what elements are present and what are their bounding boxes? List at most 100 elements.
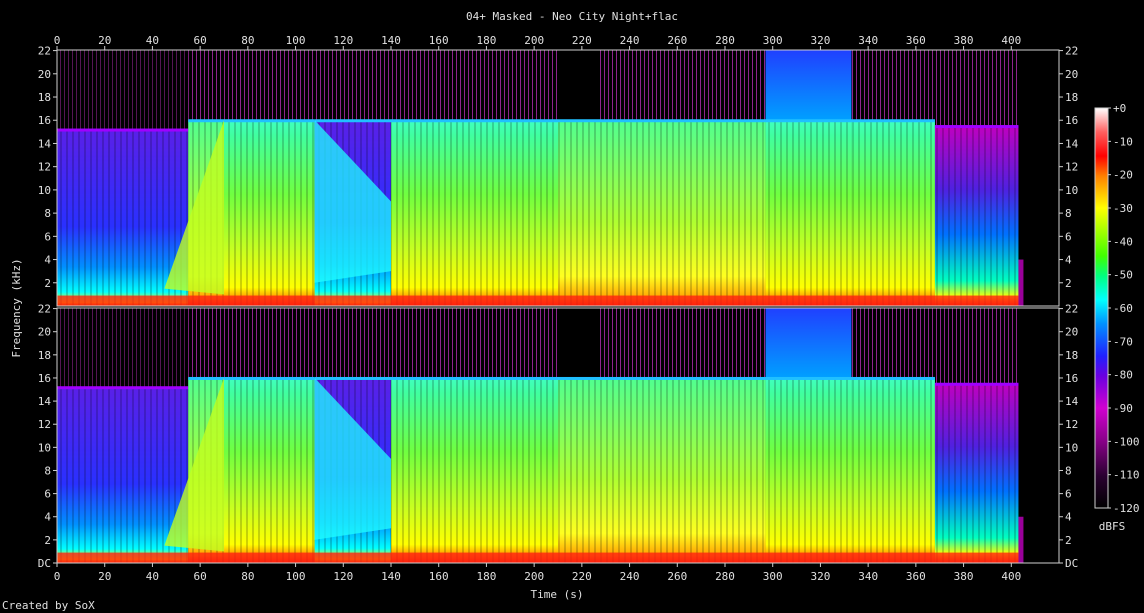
colorbar: +0 -10 -20 -30 -40 -50 -60 -70 -80 -90 -100 -110 -12… (1094, 102, 1140, 515)
colorbar-tick--50: -50 (1113, 269, 1133, 282)
x-tick-top-320: 320 (810, 34, 830, 47)
x-axis-label: Time (s) (531, 588, 584, 601)
x-tick-bottom-220: 220 (572, 570, 592, 583)
y-tick-top-right-18: 18 (1065, 91, 1078, 104)
x-tick-bottom-120: 120 (333, 570, 353, 583)
axes: 0 0 20 20 40 40 60 60 80 80 100 100 120 120 140 140 160 1… (38, 34, 1079, 583)
y-tick-top-left-18: 18 (38, 91, 51, 104)
x-tick-top-60: 60 (194, 34, 207, 47)
x-tick-bottom-180: 180 (476, 570, 496, 583)
segment-above-9 (934, 50, 1019, 127)
x-tick-top-220: 220 (572, 34, 592, 47)
y-tick-top-left-20: 20 (38, 68, 51, 81)
segment-above-5 (391, 50, 558, 121)
y-tick-bottom-left-8: 8 (44, 464, 51, 477)
segment-above-3 (224, 50, 315, 121)
y-tick-bottom-right-6: 6 (1065, 488, 1072, 501)
chart-title: 04+ Masked - Neo City Night+flac (466, 10, 678, 23)
segment-above-7 (765, 308, 852, 378)
y-tick-bottom-left-4: 4 (44, 511, 51, 524)
segment-above-7 (765, 50, 852, 121)
y-tick-top-right-6: 6 (1065, 230, 1072, 243)
x-tick-bottom-280: 280 (715, 570, 735, 583)
footer-credit: Created by SoX (2, 599, 95, 612)
segment-above-5 (391, 308, 558, 378)
x-tick-bottom-160: 160 (429, 570, 449, 583)
y-tick-bottom-right-12: 12 (1065, 418, 1078, 431)
rise-wedge (164, 377, 224, 552)
decay-wedge (314, 120, 391, 283)
segment-above-8 (851, 308, 935, 378)
x-tick-top-360: 360 (906, 34, 926, 47)
y-tick-bottom-right-22: 22 (1065, 303, 1078, 316)
channel-panel-right (56, 307, 1060, 564)
bass-band (57, 295, 1019, 306)
y-tick-bottom-right-DC: DC (1065, 557, 1078, 570)
x-tick-top-240: 240 (620, 34, 640, 47)
y-tick-bottom-left-18: 18 (38, 349, 51, 362)
x-tick-top-160: 160 (429, 34, 449, 47)
y-tick-top-left-12: 12 (38, 161, 51, 174)
y-tick-bottom-right-20: 20 (1065, 326, 1078, 339)
x-tick-top-340: 340 (858, 34, 878, 47)
segment-above-8 (851, 50, 935, 121)
colorbar-tick--120: -120 (1113, 502, 1140, 515)
y-tick-bottom-right-18: 18 (1065, 349, 1078, 362)
segment-above-9 (934, 308, 1019, 384)
segment-above-2 (188, 50, 224, 121)
x-tick-top-180: 180 (476, 34, 496, 47)
segment-above-0 (57, 308, 110, 388)
y-tick-bottom-right-8: 8 (1065, 464, 1072, 477)
x-tick-bottom-240: 240 (620, 570, 640, 583)
y-tick-top-right-12: 12 (1065, 161, 1078, 174)
segment-above-3 (224, 308, 315, 378)
x-tick-bottom-200: 200 (524, 570, 544, 583)
y-tick-bottom-left-16: 16 (38, 372, 51, 385)
segment-above-0 (57, 50, 110, 130)
y-tick-bottom-left-14: 14 (38, 395, 52, 408)
y-tick-top-right-16: 16 (1065, 114, 1078, 127)
colorbar-tick--80: -80 (1113, 369, 1133, 382)
y-tick-top-right-2: 2 (1065, 277, 1072, 290)
x-tick-bottom-80: 80 (241, 570, 254, 583)
x-tick-top-40: 40 (146, 34, 159, 47)
colorbar-tick--70: -70 (1113, 335, 1133, 348)
x-tick-top-300: 300 (763, 34, 783, 47)
x-tick-top-280: 280 (715, 34, 735, 47)
y-tick-bottom-right-14: 14 (1065, 395, 1079, 408)
x-tick-bottom-380: 380 (954, 570, 974, 583)
y-tick-top-left-10: 10 (38, 184, 51, 197)
segment-above-4 (314, 308, 391, 378)
colorbar-label: dBFS (1099, 520, 1126, 533)
y-tick-top-left-22: 22 (38, 45, 51, 58)
segment-above-4 (314, 50, 391, 121)
y-tick-top-right-20: 20 (1065, 68, 1078, 81)
x-tick-bottom-0: 0 (54, 570, 61, 583)
y-tick-bottom-right-2: 2 (1065, 534, 1072, 547)
y-axis-label: Frequency (kHz) (10, 258, 23, 357)
spectrogram-panels (56, 49, 1060, 564)
y-tick-top-left-6: 6 (44, 230, 51, 243)
x-tick-bottom-300: 300 (763, 570, 783, 583)
x-tick-top-0: 0 (54, 34, 61, 47)
x-tick-bottom-340: 340 (858, 570, 878, 583)
bass-band (57, 552, 1019, 563)
y-tick-bottom-left-10: 10 (38, 441, 51, 454)
rise-wedge (164, 120, 224, 295)
x-tick-top-200: 200 (524, 34, 544, 47)
colorbar-tick--20: -20 (1113, 169, 1133, 182)
y-tick-bottom-left-6: 6 (44, 488, 51, 501)
y-tick-bottom-right-10: 10 (1065, 441, 1078, 454)
x-tick-bottom-140: 140 (381, 570, 401, 583)
x-tick-top-140: 140 (381, 34, 401, 47)
x-tick-bottom-320: 320 (810, 570, 830, 583)
y-tick-top-right-10: 10 (1065, 184, 1078, 197)
y-tick-bottom-left-DC: DC (38, 557, 51, 570)
y-tick-top-right-8: 8 (1065, 207, 1072, 220)
y-tick-top-left-14: 14 (38, 137, 52, 150)
y-tick-top-left-8: 8 (44, 207, 51, 220)
segment-above-2 (188, 308, 224, 378)
y-tick-bottom-right-16: 16 (1065, 372, 1078, 385)
x-tick-top-80: 80 (241, 34, 254, 47)
colorbar-tick--100: -100 (1113, 435, 1140, 448)
